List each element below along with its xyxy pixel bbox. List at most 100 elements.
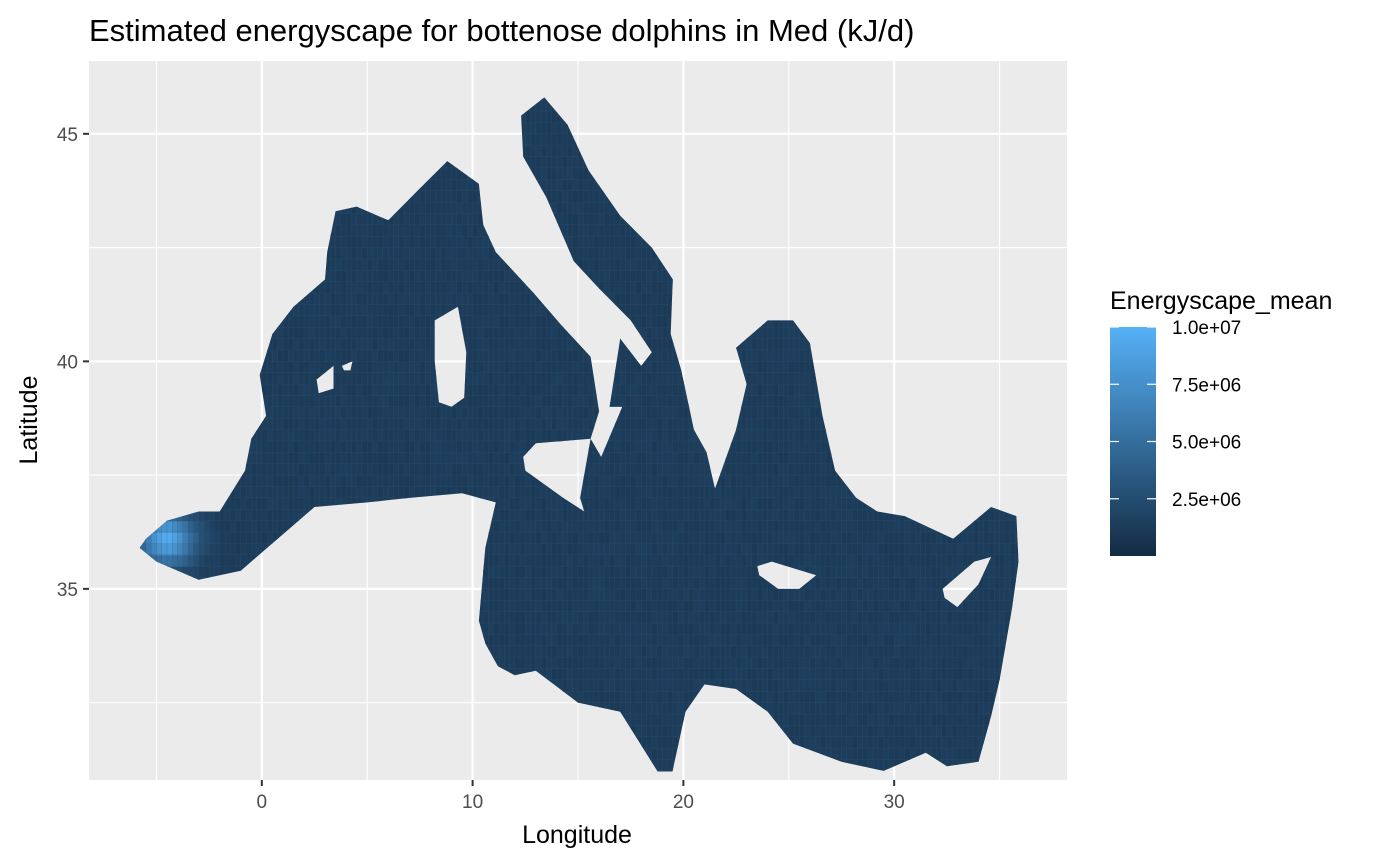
raster-cell [520, 281, 526, 294]
raster-cell [546, 657, 553, 670]
raster-cell [509, 497, 516, 510]
raster-cell [425, 463, 432, 476]
raster-cell [330, 475, 337, 488]
raster-cell [462, 293, 468, 306]
raster-cell [419, 338, 426, 351]
raster-cell [277, 418, 284, 431]
raster-cell [541, 577, 547, 590]
raster-cell [203, 543, 210, 556]
raster-cell [383, 486, 389, 499]
raster-cell [504, 440, 511, 453]
raster-cell [541, 133, 547, 146]
raster-cell [409, 293, 416, 306]
raster-cell [398, 475, 405, 488]
raster-cell [514, 406, 521, 419]
raster-cell [520, 440, 526, 453]
raster-cell [319, 395, 326, 408]
raster-cell [383, 463, 389, 476]
raster-cell [398, 406, 405, 419]
raster-cell [319, 304, 326, 317]
raster-cell [556, 338, 563, 351]
raster-cell [556, 509, 563, 522]
raster-cell [261, 440, 268, 453]
raster-cell [562, 213, 569, 226]
raster-cell [272, 452, 279, 465]
raster-cell [483, 566, 490, 579]
raster-cell [467, 281, 474, 294]
raster-cell [535, 122, 542, 135]
raster-cell [393, 247, 400, 260]
raster-cell [456, 440, 463, 453]
raster-cell [535, 509, 542, 522]
raster-cell [430, 372, 437, 385]
raster-cell [562, 679, 569, 692]
raster-cell [483, 440, 490, 453]
raster-cell [477, 247, 484, 260]
raster-cell [267, 418, 273, 431]
raster-cell [483, 236, 490, 249]
raster-cell [325, 327, 331, 340]
raster-cell [556, 384, 563, 397]
raster-cell [398, 247, 405, 260]
raster-cell [509, 327, 516, 340]
raster-cell [267, 384, 273, 397]
raster-cell [556, 179, 563, 192]
raster-cell [556, 122, 563, 135]
raster-cell [498, 520, 505, 533]
raster-cell [272, 429, 279, 442]
raster-cell [166, 543, 173, 556]
raster-cell [251, 452, 258, 465]
raster-cell [346, 463, 353, 476]
raster-cell [367, 384, 374, 397]
raster-cell [209, 509, 216, 522]
raster-cell [335, 236, 342, 249]
raster-cell [514, 349, 521, 362]
raster-cell [414, 236, 421, 249]
raster-cell [314, 475, 321, 488]
raster-cell [293, 349, 300, 362]
raster-cell [293, 440, 300, 453]
raster-cell [314, 418, 321, 431]
raster-cell [198, 566, 205, 579]
raster-cell [556, 349, 563, 362]
raster-cell [219, 509, 226, 522]
raster-cell [451, 167, 458, 180]
raster-cell [414, 395, 421, 408]
raster-cell [556, 611, 563, 624]
raster-cell [567, 179, 574, 192]
raster-cell [472, 361, 479, 374]
raster-cell [393, 338, 400, 351]
raster-cell [441, 463, 447, 476]
raster-cell [483, 634, 490, 647]
raster-cell [551, 588, 558, 601]
raster-cell [567, 600, 574, 613]
raster-cell [256, 497, 263, 510]
raster-cell [520, 384, 526, 397]
raster-cell [372, 315, 379, 328]
raster-cell [493, 406, 500, 419]
raster-cell [535, 349, 542, 362]
raster-cell [314, 361, 321, 374]
raster-cell [435, 236, 442, 249]
raster-cell [335, 315, 342, 328]
raster-cell [525, 304, 532, 317]
raster-cell [546, 509, 553, 522]
raster-cell [514, 657, 521, 670]
raster-cell [188, 520, 194, 533]
raster-cell [398, 304, 405, 317]
raster-cell [409, 361, 416, 374]
raster-cell [525, 327, 532, 340]
raster-cell [504, 588, 511, 601]
raster-cell [356, 213, 363, 226]
raster-cell [383, 315, 389, 328]
raster-cell [230, 566, 237, 579]
raster-cell [504, 304, 511, 317]
raster-cell [340, 247, 347, 260]
raster-cell [530, 122, 537, 135]
raster-cell [430, 406, 437, 419]
raster-cell [483, 315, 490, 328]
raster-cell [367, 475, 374, 488]
raster-cell [330, 440, 337, 453]
raster-cell [409, 190, 416, 203]
raster-cell [325, 293, 331, 306]
